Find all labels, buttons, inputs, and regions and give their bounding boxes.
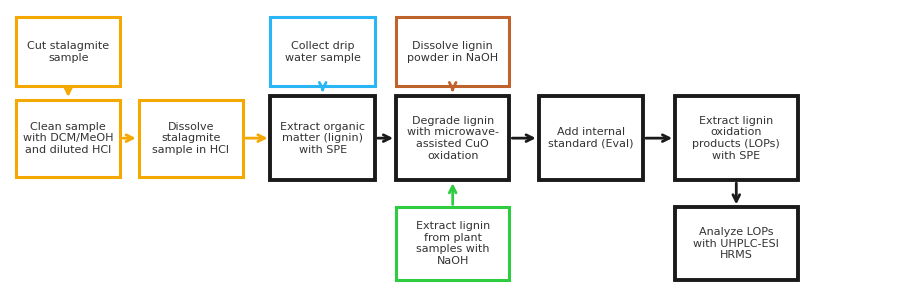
- Text: Analyze LOPs
with UHPLC-ESI
HRMS: Analyze LOPs with UHPLC-ESI HRMS: [694, 227, 779, 260]
- Text: Collect drip
water sample: Collect drip water sample: [285, 41, 361, 63]
- FancyBboxPatch shape: [15, 17, 120, 86]
- FancyBboxPatch shape: [271, 96, 375, 180]
- FancyBboxPatch shape: [396, 207, 509, 280]
- FancyBboxPatch shape: [271, 17, 375, 86]
- Text: Clean sample
with DCM/MeOH
and diluted HCl: Clean sample with DCM/MeOH and diluted H…: [23, 122, 114, 155]
- Text: Add internal
standard (Eval): Add internal standard (Eval): [548, 127, 634, 149]
- FancyBboxPatch shape: [674, 96, 798, 180]
- Text: Dissolve lignin
powder in NaOH: Dissolve lignin powder in NaOH: [407, 41, 498, 63]
- Text: Degrade lignin
with microwave-
assisted CuO
oxidation: Degrade lignin with microwave- assisted …: [406, 116, 499, 161]
- Text: Extract organic
matter (lignin)
with SPE: Extract organic matter (lignin) with SPE: [280, 122, 365, 155]
- Text: Cut stalagmite
sample: Cut stalagmite sample: [27, 41, 109, 63]
- FancyBboxPatch shape: [674, 207, 798, 280]
- FancyBboxPatch shape: [15, 100, 120, 177]
- FancyBboxPatch shape: [396, 17, 509, 86]
- FancyBboxPatch shape: [538, 96, 644, 180]
- FancyBboxPatch shape: [396, 96, 509, 180]
- Text: Dissolve
stalagmite
sample in HCl: Dissolve stalagmite sample in HCl: [153, 122, 229, 155]
- Text: Extract lignin
from plant
samples with
NaOH: Extract lignin from plant samples with N…: [415, 221, 490, 266]
- Text: Extract lignin
oxidation
products (LOPs)
with SPE: Extract lignin oxidation products (LOPs)…: [693, 116, 780, 161]
- FancyBboxPatch shape: [138, 100, 244, 177]
